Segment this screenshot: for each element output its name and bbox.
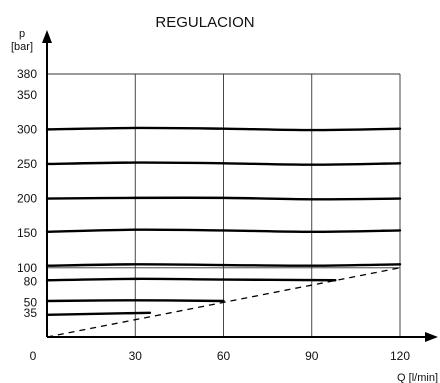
y-axis-unit: [bar] bbox=[11, 41, 33, 53]
y-tick-label: 35 bbox=[24, 306, 38, 320]
x-tick-label: 0 bbox=[30, 349, 37, 363]
y-tick-label: 350 bbox=[17, 88, 37, 102]
y-tick-label: 150 bbox=[17, 226, 37, 240]
x-tick-label: 120 bbox=[390, 349, 410, 363]
x-axis-arrow-icon bbox=[425, 332, 438, 342]
y-tick-label: 200 bbox=[17, 192, 37, 206]
pressure-curve bbox=[45, 196, 402, 201]
x-tick-label: 60 bbox=[217, 349, 231, 363]
y-tick-label: 250 bbox=[17, 157, 37, 171]
y-axis-arrow-icon bbox=[42, 30, 52, 43]
pressure-curve bbox=[45, 311, 152, 317]
axes bbox=[42, 30, 438, 342]
flow-limit-line bbox=[46, 267, 401, 338]
y-tick-label: 100 bbox=[17, 261, 37, 275]
y-axis-label: p bbox=[19, 28, 25, 40]
y-tick-label: 380 bbox=[17, 67, 37, 81]
y-tick-label: 300 bbox=[17, 122, 37, 136]
x-axis-label: Q [l/min] bbox=[397, 372, 438, 383]
pressure-curve bbox=[45, 299, 225, 303]
pressure-curve bbox=[45, 263, 402, 267]
y-tick-label: 80 bbox=[24, 275, 38, 289]
pressure-curves bbox=[45, 126, 402, 338]
pressure-curve bbox=[45, 228, 402, 234]
pressure-curve bbox=[45, 126, 402, 132]
pressure-curve bbox=[45, 161, 402, 166]
x-tick-label: 30 bbox=[129, 349, 143, 363]
x-tick-label: 90 bbox=[305, 349, 319, 363]
grid bbox=[47, 73, 401, 337]
y-tick-label: 50 bbox=[24, 295, 38, 309]
pressure-curve bbox=[45, 277, 337, 282]
chart-title: REGULACION bbox=[155, 14, 254, 31]
